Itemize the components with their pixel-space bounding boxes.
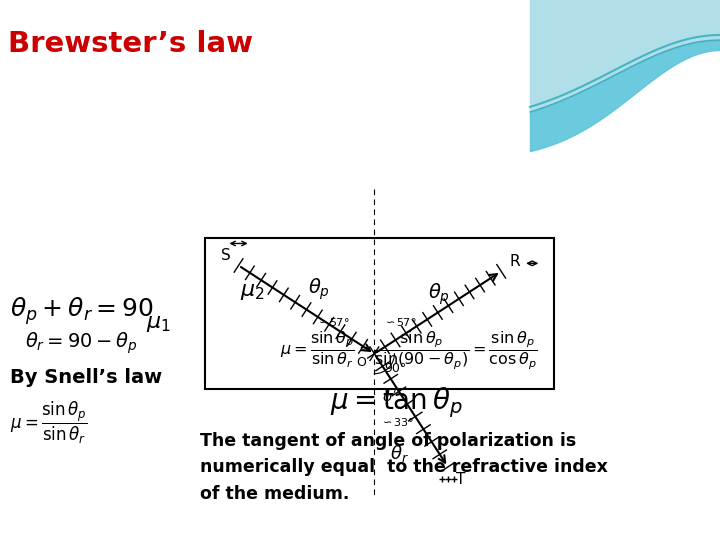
Text: T: T <box>456 472 465 487</box>
Text: $\mu_1$: $\mu_1$ <box>146 314 171 334</box>
Text: $\theta_p$: $\theta_p$ <box>308 276 330 302</box>
Text: $\mu = \dfrac{\sin\theta_p}{\sin\theta_r} = \dfrac{\sin\theta_p}{\sin(90-\theta_: $\mu = \dfrac{\sin\theta_p}{\sin\theta_r… <box>280 330 538 373</box>
Text: S: S <box>221 248 230 264</box>
Bar <box>205 238 554 389</box>
Text: 90°: 90° <box>384 362 407 375</box>
Text: $\theta_r = 90 - \theta_p$: $\theta_r = 90 - \theta_p$ <box>25 330 138 355</box>
Text: $\theta_p + \theta_r = 90$: $\theta_p + \theta_r = 90$ <box>10 295 154 327</box>
Text: $\theta_p$: $\theta_p$ <box>428 281 451 307</box>
Text: $\mu = \dfrac{\sin\theta_p}{\sin\theta_r}$: $\mu = \dfrac{\sin\theta_p}{\sin\theta_r… <box>10 400 88 446</box>
Text: O: O <box>356 356 366 369</box>
Text: $\mu = \tan\theta_p$: $\mu = \tan\theta_p$ <box>330 385 462 420</box>
Text: $\mu_2$: $\mu_2$ <box>240 281 264 302</box>
Text: $\phi'$: $\phi'$ <box>382 388 397 407</box>
Text: $\backsim$57°: $\backsim$57° <box>382 316 416 328</box>
Text: R: R <box>509 254 520 269</box>
Text: By Snell’s law: By Snell’s law <box>10 368 162 387</box>
Text: The tangent of angle of polarization is
numerically equal  to the refractive ind: The tangent of angle of polarization is … <box>200 432 608 503</box>
Text: Brewster’s law: Brewster’s law <box>8 30 253 58</box>
Text: $\backsim$57°: $\backsim$57° <box>315 316 349 328</box>
Text: $\backsim$33°: $\backsim$33° <box>380 416 415 428</box>
Text: $\theta_r$: $\theta_r$ <box>390 443 409 464</box>
